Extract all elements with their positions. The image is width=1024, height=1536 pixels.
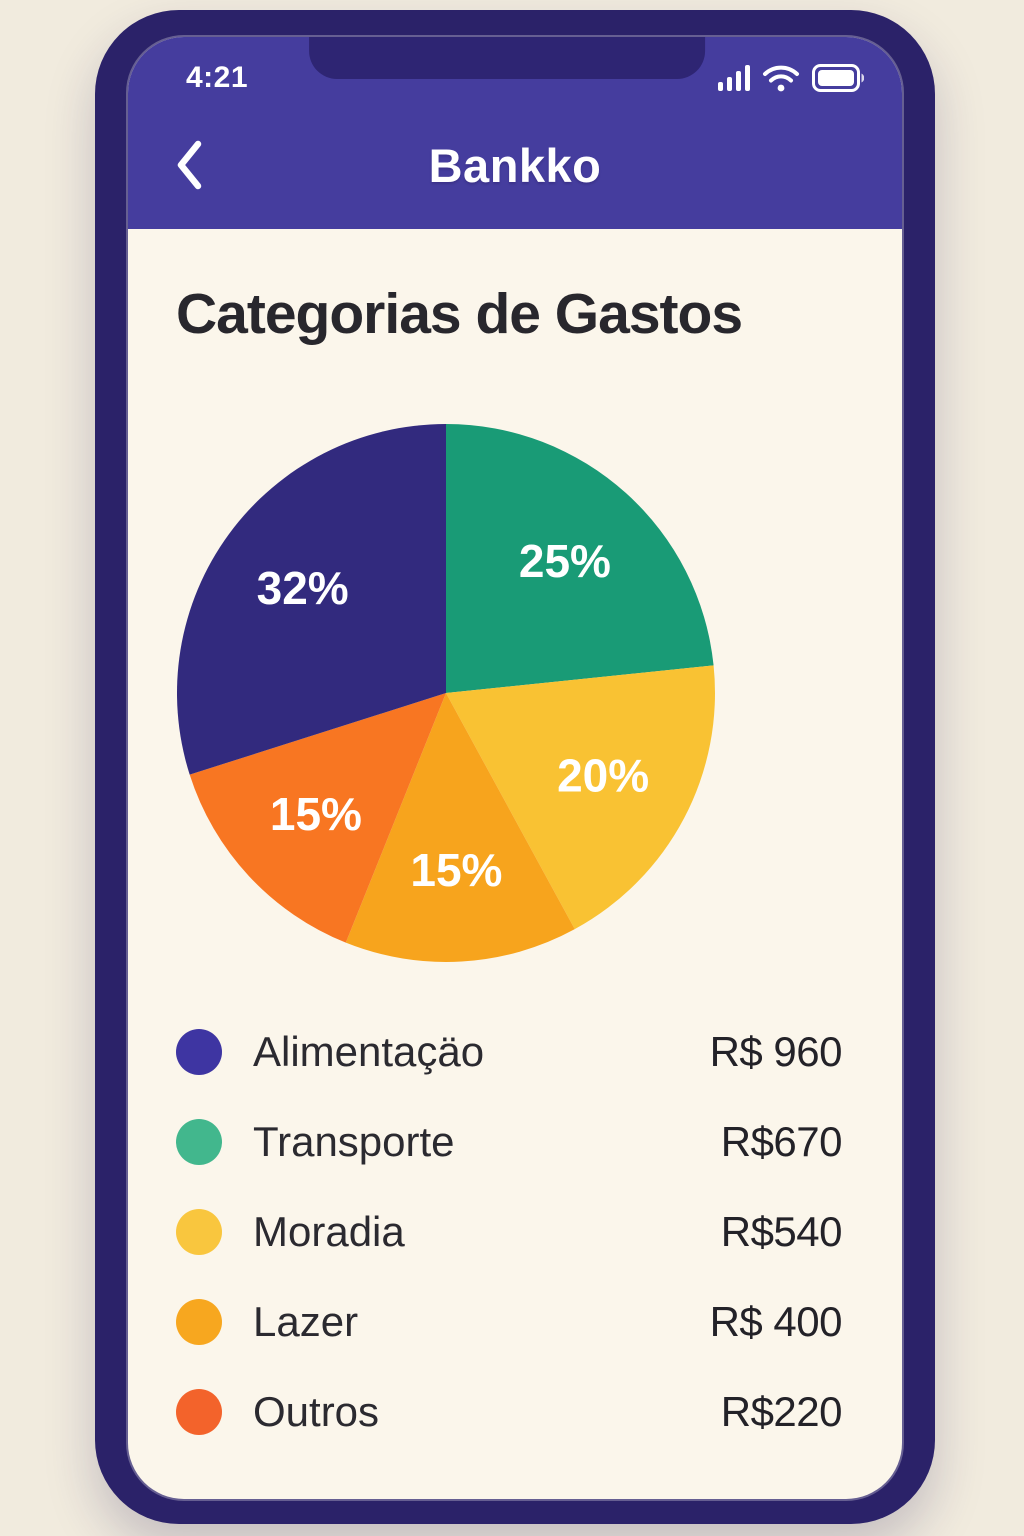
legend-dot <box>176 1209 222 1255</box>
pie-slice-lazer[interactable] <box>345 693 575 962</box>
pie-slice-percent-label: 15% <box>410 844 502 896</box>
status-icons <box>718 64 864 92</box>
legend-label: Outros <box>253 1388 380 1435</box>
pie-slice-percent-label: 32% <box>257 562 349 614</box>
pie-slice-percent-label: 20% <box>557 750 649 802</box>
main-content: Categorias de Gastos 25% 20% 15% 15% 32% Ali… <box>128 281 902 1435</box>
pie-slice-transporte[interactable] <box>446 424 714 693</box>
legend-value: R$670 <box>720 1118 843 1165</box>
battery-icon <box>812 64 864 92</box>
legend-dot <box>176 1299 222 1345</box>
phone-screen: 4:21 <box>128 37 902 1499</box>
pie-chart: 25% 20% 15% 15% 32% <box>176 423 716 963</box>
status-time: 4:21 <box>186 61 249 94</box>
legend-dot <box>176 1029 222 1075</box>
pie-slice-moradia[interactable] <box>446 665 715 930</box>
wifi-icon <box>763 65 799 92</box>
legend-value: R$220 <box>720 1388 843 1435</box>
pie-slice-alimentaçäo[interactable] <box>176 424 446 775</box>
legend-label: Transporte <box>253 1118 455 1165</box>
pie-chart-svg: 25% 20% 15% 15% 32% <box>176 424 715 962</box>
legend-value: R$ 400 <box>709 1298 843 1345</box>
legend-row: Outros R$220 <box>176 1388 843 1435</box>
phone-frame: 4:21 <box>95 10 935 1524</box>
legend: Alimentaçäo R$ 960 Transporte R$670 Mora… <box>176 1028 854 1435</box>
legend-row: Moradia R$540 <box>176 1208 843 1255</box>
pie-slice-percent-label: 25% <box>519 535 611 587</box>
legend-row: Lazer R$ 400 <box>176 1298 843 1345</box>
legend-row: Transporte R$670 <box>176 1118 843 1165</box>
legend-label: Alimentaçäo <box>253 1028 485 1075</box>
pie-slice-percent-label: 15% <box>270 788 362 840</box>
legend-value: R$ 960 <box>709 1028 843 1075</box>
notch <box>309 37 706 79</box>
status-bar: 4:21 <box>128 37 902 99</box>
nav-bar: Bankko <box>128 129 902 201</box>
signal-icon <box>718 65 750 91</box>
chevron-left-icon <box>177 140 202 190</box>
app-title: Bankko <box>428 138 602 192</box>
legend-value: R$540 <box>720 1208 843 1255</box>
pie-slice-outros[interactable] <box>189 693 447 943</box>
legend-dot <box>176 1119 222 1165</box>
legend-label: Moradia <box>253 1208 405 1255</box>
page-title: Categorias de Gastos <box>176 282 743 346</box>
back-button[interactable] <box>162 135 216 195</box>
legend-label: Lazer <box>253 1298 359 1345</box>
legend-dot <box>176 1389 222 1435</box>
legend-row: Alimentaçäo R$ 960 <box>176 1028 843 1075</box>
